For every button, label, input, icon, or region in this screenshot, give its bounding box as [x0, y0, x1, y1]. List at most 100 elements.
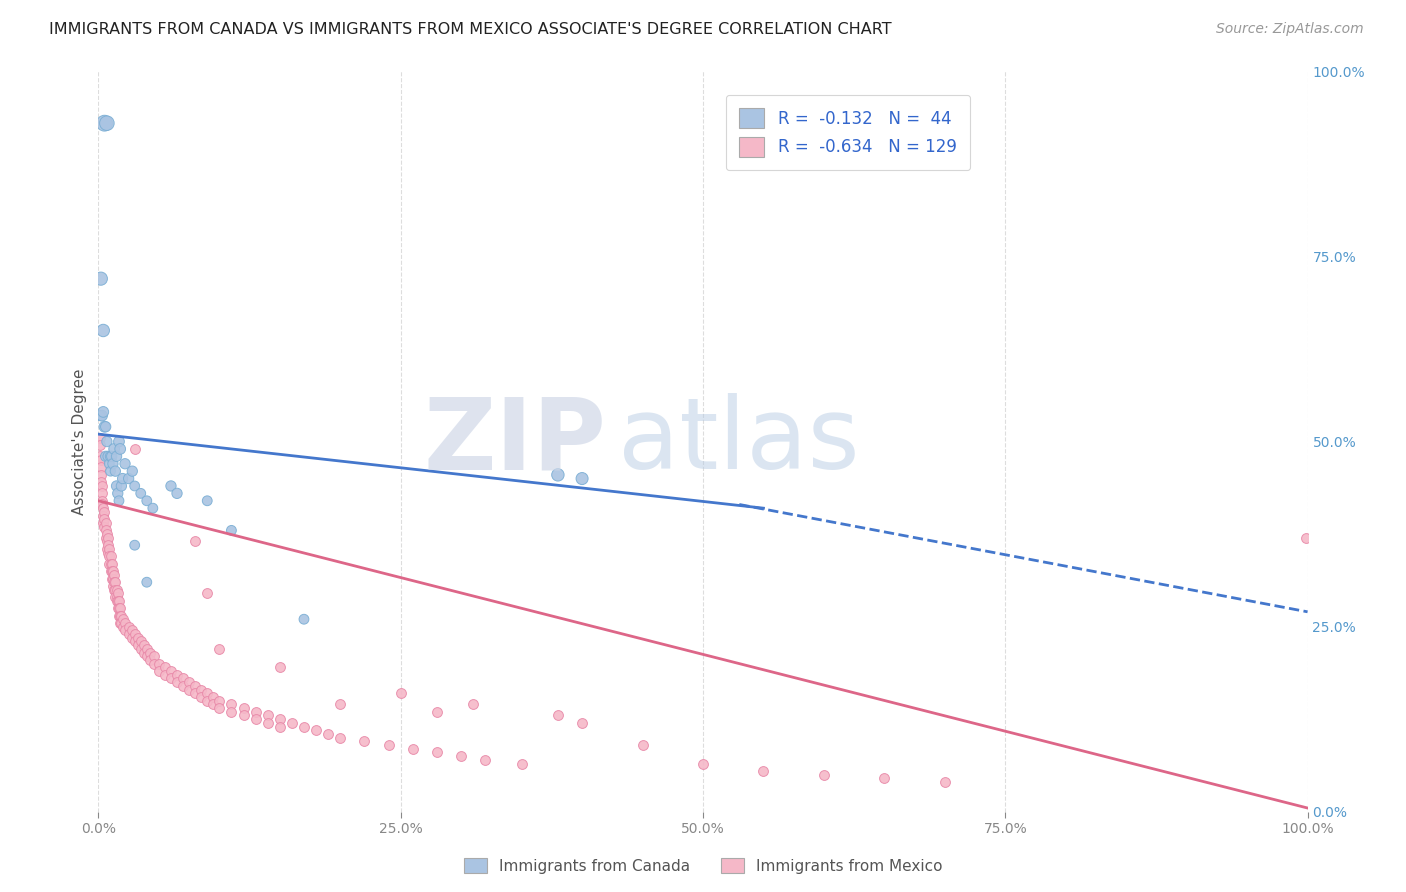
- Point: [510, 756, 533, 771]
- Point: [402, 741, 425, 756]
- Point: [124, 538, 146, 552]
- Point: [91, 409, 114, 423]
- Point: [139, 646, 162, 660]
- Point: [118, 471, 141, 485]
- Point: [103, 582, 125, 597]
- Point: [100, 450, 122, 464]
- Point: [110, 608, 132, 623]
- Point: [135, 649, 157, 664]
- Point: [93, 512, 115, 526]
- Point: [202, 690, 225, 704]
- Point: [89, 438, 111, 452]
- Point: [108, 608, 131, 623]
- Point: [221, 705, 243, 719]
- Text: atlas: atlas: [619, 393, 860, 490]
- Point: [143, 657, 166, 671]
- Point: [571, 715, 593, 730]
- Point: [631, 738, 654, 752]
- Point: [108, 608, 131, 623]
- Point: [202, 698, 225, 712]
- Point: [142, 501, 165, 516]
- Point: [91, 324, 114, 338]
- Point: [104, 575, 127, 590]
- Point: [124, 634, 146, 648]
- Point: [208, 701, 231, 715]
- Point: [463, 698, 485, 712]
- Point: [104, 582, 127, 597]
- Point: [103, 567, 125, 582]
- Point: [129, 634, 152, 648]
- Point: [752, 764, 775, 778]
- Point: [153, 660, 176, 674]
- Point: [547, 708, 569, 723]
- Point: [90, 409, 112, 423]
- Point: [195, 686, 218, 700]
- Point: [269, 720, 291, 734]
- Point: [179, 682, 201, 697]
- Point: [97, 546, 120, 560]
- Point: [93, 116, 115, 130]
- Point: [121, 631, 143, 645]
- Point: [90, 475, 112, 490]
- Point: [98, 557, 121, 571]
- Point: [316, 727, 339, 741]
- Point: [292, 612, 315, 626]
- Point: [98, 549, 121, 564]
- Point: [934, 775, 956, 789]
- Point: [91, 486, 114, 500]
- Point: [377, 738, 399, 752]
- Point: [108, 615, 131, 630]
- Point: [127, 631, 149, 645]
- Point: [91, 516, 114, 530]
- Point: [114, 457, 136, 471]
- Point: [98, 541, 121, 556]
- Text: ZIP: ZIP: [423, 393, 606, 490]
- Point: [90, 467, 112, 482]
- Point: [134, 646, 156, 660]
- Point: [94, 516, 117, 530]
- Point: [96, 527, 118, 541]
- Point: [129, 641, 152, 656]
- Point: [269, 712, 291, 726]
- Point: [571, 471, 593, 485]
- Point: [232, 708, 254, 723]
- Point: [124, 479, 146, 493]
- Point: [111, 619, 134, 633]
- Point: [148, 664, 170, 678]
- Point: [104, 590, 127, 604]
- Point: [91, 498, 114, 512]
- Point: [91, 508, 114, 523]
- Point: [93, 419, 115, 434]
- Point: [108, 442, 131, 456]
- Point: [129, 486, 152, 500]
- Point: [101, 564, 124, 578]
- Point: [135, 575, 157, 590]
- Point: [389, 686, 412, 700]
- Point: [111, 612, 134, 626]
- Point: [94, 531, 117, 545]
- Point: [873, 772, 896, 786]
- Point: [100, 557, 122, 571]
- Legend: R =  -0.132   N =  44, R =  -0.634   N = 129: R = -0.132 N = 44, R = -0.634 N = 129: [725, 95, 970, 170]
- Point: [108, 601, 131, 615]
- Point: [813, 767, 835, 781]
- Point: [195, 694, 218, 708]
- Point: [184, 686, 207, 700]
- Point: [114, 624, 136, 638]
- Point: [93, 519, 115, 533]
- Point: [329, 731, 352, 745]
- Point: [96, 534, 118, 549]
- Legend: Immigrants from Canada, Immigrants from Mexico: Immigrants from Canada, Immigrants from …: [458, 852, 948, 880]
- Point: [105, 479, 128, 493]
- Point: [329, 698, 352, 712]
- Point: [108, 493, 131, 508]
- Point: [190, 682, 212, 697]
- Point: [118, 627, 141, 641]
- Point: [110, 615, 132, 630]
- Point: [100, 564, 122, 578]
- Point: [121, 624, 143, 638]
- Point: [100, 549, 122, 564]
- Point: [172, 672, 194, 686]
- Text: Source: ZipAtlas.com: Source: ZipAtlas.com: [1216, 22, 1364, 37]
- Point: [221, 524, 243, 538]
